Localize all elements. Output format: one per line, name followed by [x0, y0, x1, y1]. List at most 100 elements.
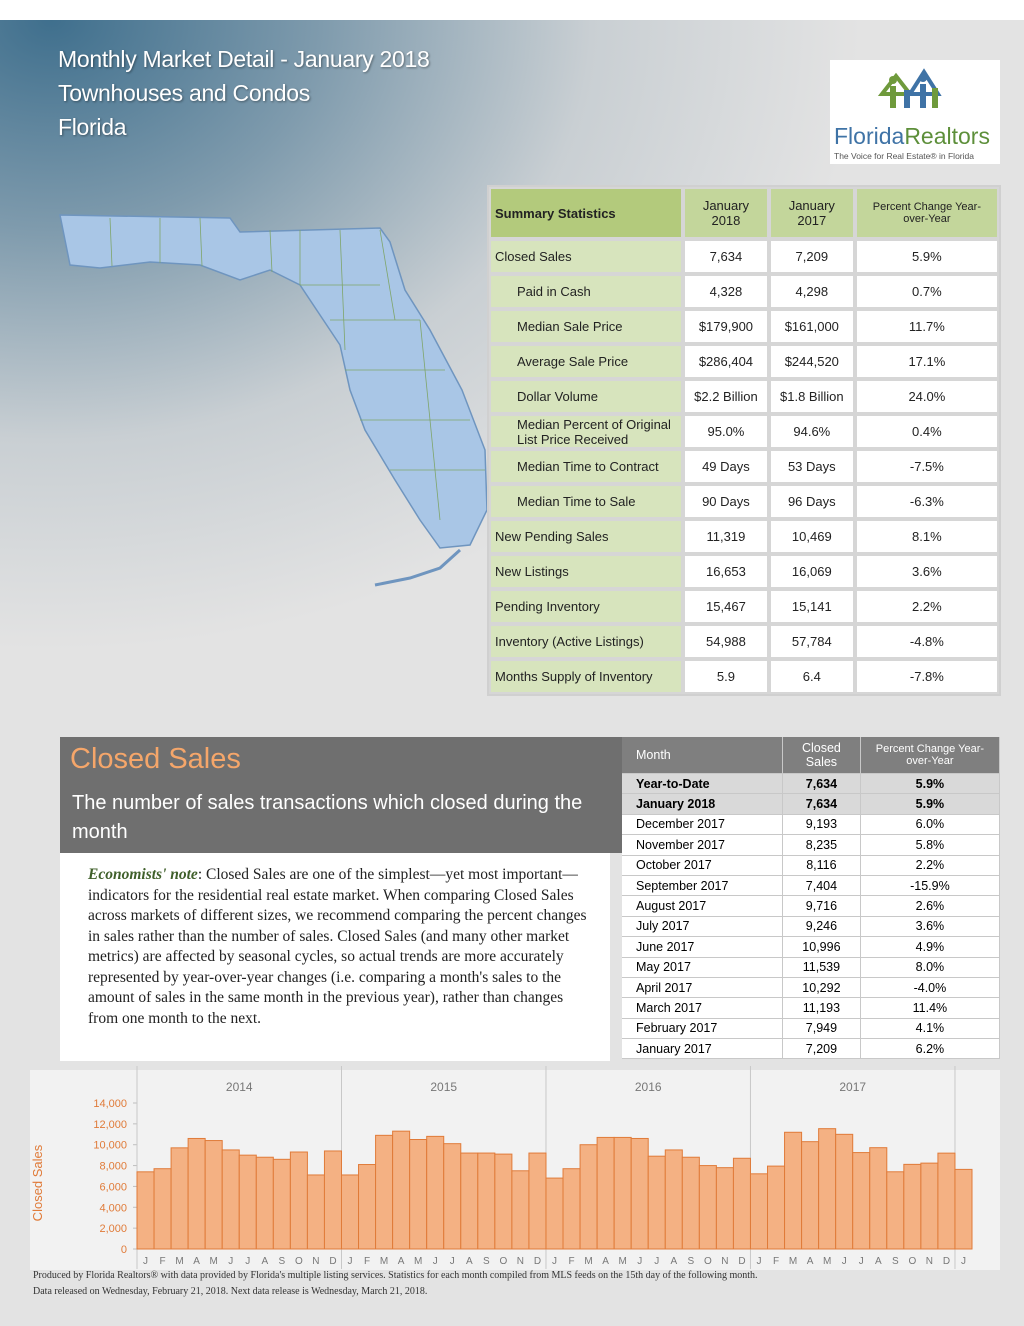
- x-tick-label: M: [789, 1256, 797, 1267]
- monthly-row: January 2017 7,209 6.2%: [622, 1039, 1000, 1060]
- bar: [954, 1168, 973, 1250]
- bar: [596, 1136, 615, 1250]
- note-body: Economists' note: Closed Sales are one o…: [88, 865, 593, 1029]
- cell: -7.8%: [854, 659, 999, 694]
- bar: [869, 1147, 888, 1250]
- x-tick-label: M: [380, 1256, 388, 1267]
- y-tick-label: 6,000: [99, 1181, 127, 1193]
- monthly-row: December 2017 9,193 6.0%: [622, 814, 1000, 836]
- summary-row: Paid in Cash 4,328 4,298 0.7%: [489, 274, 999, 309]
- cell: 3.6%: [854, 554, 999, 589]
- x-tick-label: S: [892, 1256, 899, 1267]
- cell: 2.2%: [854, 589, 999, 624]
- logo-brand-2: Realtors: [904, 123, 990, 149]
- bar: [613, 1136, 632, 1250]
- month-cell: August 2017: [622, 896, 783, 917]
- header-cell: Percent Change Year-over-Year: [860, 737, 1000, 774]
- cell: 0.7%: [854, 274, 999, 309]
- bar: [221, 1149, 240, 1250]
- row-label: Average Sale Price: [489, 344, 683, 379]
- row-label: Months Supply of Inventory: [489, 659, 683, 694]
- monthly-row: February 2017 7,949 4.1%: [622, 1018, 1000, 1040]
- cell: -4.0%: [860, 977, 1000, 999]
- bar: [255, 1156, 274, 1250]
- bar: [358, 1164, 377, 1250]
- x-tick-label: M: [175, 1256, 183, 1267]
- x-tick-label: A: [193, 1256, 200, 1267]
- y-tick-label: 4,000: [99, 1202, 127, 1214]
- cell: 5.9%: [854, 239, 999, 274]
- cell: 4,298: [768, 274, 855, 309]
- summary-row: Median Percent of Original List Price Re…: [489, 414, 999, 449]
- bar: [937, 1152, 956, 1250]
- monthly-row: June 2017 10,996 4.9%: [622, 937, 1000, 958]
- bar: [238, 1154, 257, 1250]
- cell: $1.8 Billion: [768, 379, 855, 414]
- month-cell: March 2017: [622, 998, 783, 1019]
- year-label: 2015: [430, 1080, 457, 1094]
- month-cell: October 2017: [622, 855, 783, 876]
- cell: 5.9: [683, 659, 769, 694]
- x-tick-label: F: [364, 1256, 370, 1267]
- cell: 11.7%: [854, 309, 999, 344]
- cell: 10,292: [783, 977, 861, 999]
- x-tick-label: S: [279, 1256, 286, 1267]
- bar: [511, 1170, 530, 1250]
- row-label: Paid in Cash: [489, 274, 683, 309]
- cell: 8,116: [783, 855, 861, 876]
- page: Monthly Market Detail - January 2018 Tow…: [0, 20, 1024, 1326]
- x-tick-label: N: [926, 1256, 933, 1267]
- bar: [340, 1174, 360, 1250]
- cell: 4.1%: [860, 1018, 1000, 1040]
- florida-map: [59, 214, 488, 587]
- x-tick-label: J: [143, 1256, 148, 1267]
- cell: 5.9%: [860, 794, 1000, 815]
- x-tick-label: D: [943, 1256, 950, 1267]
- cell: -4.8%: [854, 624, 999, 659]
- cell: 95.0%: [683, 414, 769, 449]
- cell: 2.2%: [860, 855, 1000, 876]
- row-label: Median Sale Price: [489, 309, 683, 344]
- cell: 54,988: [683, 624, 769, 659]
- monthly-row: October 2017 8,116 2.2%: [622, 855, 1000, 876]
- chart: Closed Sales 0 2,000 4,000 6,000 8,000 10,000…: [30, 1066, 973, 1269]
- cell: 16,653: [683, 554, 769, 589]
- bar: [681, 1156, 700, 1250]
- bar: [920, 1162, 939, 1250]
- month-cell: April 2017: [622, 977, 783, 999]
- x-tick-label: M: [414, 1256, 422, 1267]
- note-label: Economists' note: [88, 866, 198, 883]
- section-title: Closed Sales: [70, 743, 241, 775]
- month-cell: May 2017: [622, 957, 783, 978]
- bar: [392, 1130, 411, 1250]
- header-cell: Closed Sales: [783, 737, 861, 774]
- x-tick-label: M: [584, 1256, 592, 1267]
- bar: [443, 1143, 462, 1250]
- cell: 7,634: [783, 794, 861, 815]
- monthly-row: August 2017 9,716 2.6%: [622, 896, 1000, 917]
- bar: [289, 1151, 308, 1250]
- cell: 11.4%: [860, 998, 1000, 1019]
- summary-row: Average Sale Price $286,404 $244,520 17.1%: [489, 344, 999, 379]
- bar: [886, 1171, 905, 1250]
- header-cell: January 2018: [683, 187, 769, 239]
- month-cell: January 2017: [622, 1039, 783, 1060]
- summary-row: Months Supply of Inventory 5.9 6.4 -7.8%: [489, 659, 999, 694]
- year-label: 2017: [839, 1080, 866, 1094]
- x-tick-label: D: [738, 1256, 745, 1267]
- header-row: Summary Statistics January 2018 January 20…: [489, 187, 999, 239]
- cell: 5.8%: [860, 835, 1000, 856]
- cell: 11,193: [783, 998, 861, 1019]
- cell: 11,319: [683, 519, 769, 554]
- header-row: Month Closed Sales Percent Change Year-ove…: [622, 737, 1000, 774]
- x-tick-label: M: [823, 1256, 831, 1267]
- cell: 9,716: [783, 896, 861, 917]
- row-label: Inventory (Active Listings): [489, 624, 683, 659]
- month-cell: November 2017: [622, 835, 783, 856]
- x-tick-label: A: [875, 1256, 882, 1267]
- x-tick-label: O: [908, 1256, 916, 1267]
- header-region: Florida: [58, 114, 127, 140]
- month-cell: December 2017: [622, 814, 783, 836]
- cell: $244,520: [768, 344, 855, 379]
- x-tick-label: J: [842, 1256, 847, 1267]
